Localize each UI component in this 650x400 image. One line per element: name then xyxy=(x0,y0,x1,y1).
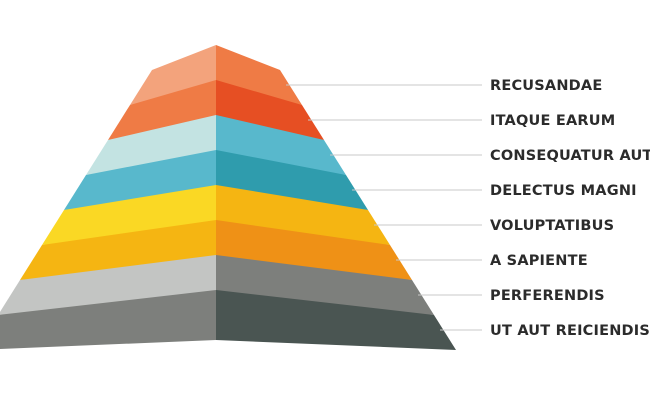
tier-5-label: VOLUPTATIBUS xyxy=(490,218,614,234)
pyramid-tier-8-left-face xyxy=(0,290,216,349)
tier-4-label: DELECTUS MAGNI xyxy=(490,183,637,199)
tier-1-label: RECUSANDAE xyxy=(490,78,602,94)
tier-8-label: UT AUT REICIENDIS xyxy=(490,323,650,339)
tier-6-label: A SAPIENTE xyxy=(490,253,588,269)
tier-3-label: CONSEQUATUR AUT xyxy=(490,148,650,164)
tier-2-label: ITAQUE EARUM xyxy=(490,113,615,129)
tier-7-label: PERFERENDIS xyxy=(490,288,605,304)
pyramid-tier-8-right-face xyxy=(216,290,456,350)
